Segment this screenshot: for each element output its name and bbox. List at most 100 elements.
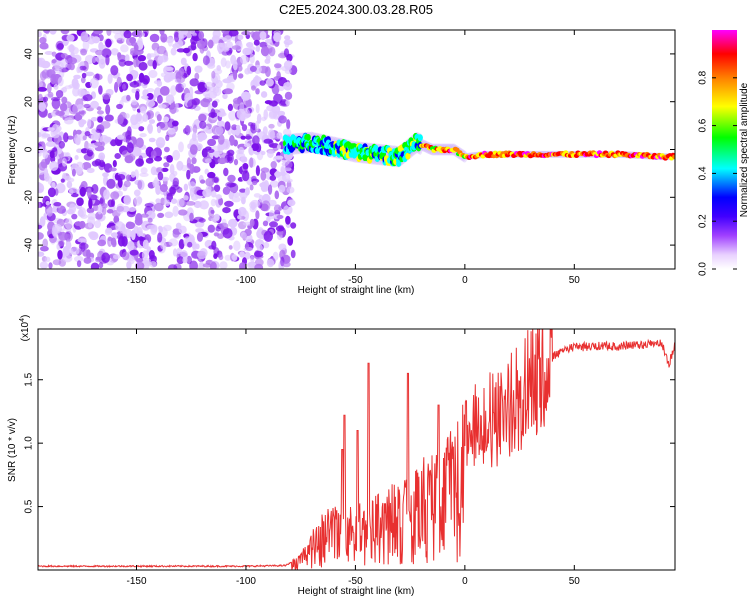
heatmap-noise-cell [156, 167, 164, 174]
heatmap-noise-cell [153, 80, 162, 85]
heatmap-noise-cell [251, 143, 260, 152]
heatmap-noise-cell [228, 191, 234, 200]
heatmap-noise-cell [269, 175, 277, 181]
heatmap-noise-cell [210, 190, 217, 198]
heatmap-noise-cell [73, 74, 81, 80]
heatmap-noise-cell [142, 239, 149, 250]
heatmap-noise-cell [252, 135, 260, 146]
heatmap-noise-cell [210, 217, 219, 222]
heatmap-noise-cell [189, 163, 195, 175]
heatmap-noise-cell [104, 114, 114, 122]
heatmap-noise-cell [117, 52, 122, 59]
heatmap-noise-cell [114, 153, 121, 159]
heatmap-noise-cell [38, 224, 43, 229]
heatmap-noise-cell [129, 64, 134, 75]
heatmap-noise-cell [211, 100, 218, 108]
colorbar: 0.0 0.2 0.4 0.6 0.8 Normalized spectral ampl… [698, 30, 750, 276]
x-tick-label: 50 [569, 275, 581, 286]
heatmap-noise-cell [259, 31, 267, 41]
heatmap-noise-cell [222, 93, 228, 100]
heatmap-noise-cell [287, 236, 294, 246]
heatmap-noise-cell [249, 53, 255, 64]
heatmap-noise-cell [55, 110, 65, 117]
heatmap-noise-cell [172, 248, 178, 257]
heatmap-noise-cell [241, 196, 246, 205]
heatmap-noise-cell [75, 129, 82, 135]
heatmap-noise-cell [145, 210, 156, 220]
heatmap-noise-cell [117, 177, 123, 188]
heatmap-noise-cell [57, 250, 63, 260]
heatmap-noise-cell [198, 31, 205, 40]
y-tick-label: 1.5 [24, 372, 35, 386]
heatmap-noise-cell [58, 240, 65, 247]
heatmap-noise-cell [47, 187, 56, 198]
heatmap-noise-cell [176, 256, 185, 265]
heatmap-noise-cell [249, 157, 254, 169]
heatmap-noise-cell [222, 46, 230, 52]
heatmap-noise-cell [137, 55, 146, 62]
heatmap-noise-cell [107, 73, 113, 84]
heatmap-noise-cell [146, 92, 154, 100]
heatmap-noise-cell [282, 128, 292, 137]
heatmap-noise-cell [244, 251, 251, 260]
heatmap-noise-cell [201, 148, 208, 158]
heatmap-noise-cell [268, 123, 275, 129]
spectrogram-y-axis-label: Frequency (Hz) [7, 116, 18, 185]
heatmap-noise-cell [156, 94, 163, 104]
heatmap-noise-cell [204, 158, 212, 164]
spectrogram-y-ticks: -40 -20 0 20 40 [24, 48, 675, 252]
heatmap-noise-cell [233, 70, 238, 80]
heatmap-noise-cell [222, 207, 231, 214]
heatmap-noise-cell [61, 96, 68, 104]
heatmap-noise-cell [266, 216, 271, 222]
heatmap-noise-cell [55, 90, 64, 98]
heatmap-noise-cell [225, 181, 236, 188]
heatmap-noise-cell [181, 82, 186, 89]
heatmap-noise-cell [263, 241, 270, 249]
heatmap-noise-cell [90, 100, 99, 109]
heatmap-noise-cell [260, 167, 270, 173]
heatmap-noise-cell [192, 132, 197, 142]
heatmap-noise-cell [48, 262, 53, 269]
heatmap-noise-cell [76, 104, 84, 112]
heatmap-noise-cell [78, 242, 89, 250]
heatmap-noise-cell [129, 249, 139, 256]
heatmap-noise-cell [239, 188, 247, 193]
heatmap-noise-cell [130, 114, 139, 126]
heatmap-noise-cell [274, 135, 284, 140]
heatmap-noise-cell [245, 98, 252, 109]
heatmap-noise-cell [113, 254, 121, 260]
heatmap-noise-cell [240, 135, 246, 140]
heatmap-noise-cell [157, 212, 165, 218]
heatmap-noise-cell [227, 103, 233, 111]
heatmap-noise-cell [197, 251, 207, 260]
heatmap-noise-cell [249, 184, 254, 191]
heatmap-noise-cell [276, 144, 282, 150]
heatmap-noise-cell [178, 239, 185, 250]
heatmap-noise-cell [213, 68, 223, 75]
heatmap-noise-cell [70, 246, 80, 256]
heatmap-noise-cell [212, 86, 222, 97]
heatmap-noise-cell [278, 243, 287, 251]
heatmap-noise-cell [94, 220, 101, 229]
heatmap-noise-cell [188, 181, 197, 192]
heatmap-noise-cell [124, 60, 134, 66]
snr-panel: -150 -100 -50 0 50 0.5 1.0 1.5 Height of strai… [7, 315, 676, 597]
colorbar-tick-label: 0.8 [698, 70, 709, 84]
heatmap-noise-cell [74, 155, 79, 160]
heatmap-noise-cell [182, 47, 190, 54]
heatmap-noise-cell [227, 156, 233, 162]
heatmap-noise-cell [273, 155, 284, 160]
y-tick-label: -40 [24, 237, 35, 252]
heatmap-noise-cell [38, 132, 42, 138]
heatmap-noise-cell [204, 93, 211, 99]
heatmap-noise-cell [89, 77, 99, 89]
heatmap-noise-cell [97, 205, 103, 215]
heatmap-noise-cell [167, 38, 173, 47]
heatmap-noise-cell [131, 88, 137, 94]
heatmap-noise-cell [75, 112, 81, 122]
heatmap-cells [38, 30, 675, 269]
heatmap-noise-cell [167, 264, 178, 269]
heatmap-noise-cell [194, 72, 200, 81]
heatmap-noise-cell [114, 32, 123, 41]
